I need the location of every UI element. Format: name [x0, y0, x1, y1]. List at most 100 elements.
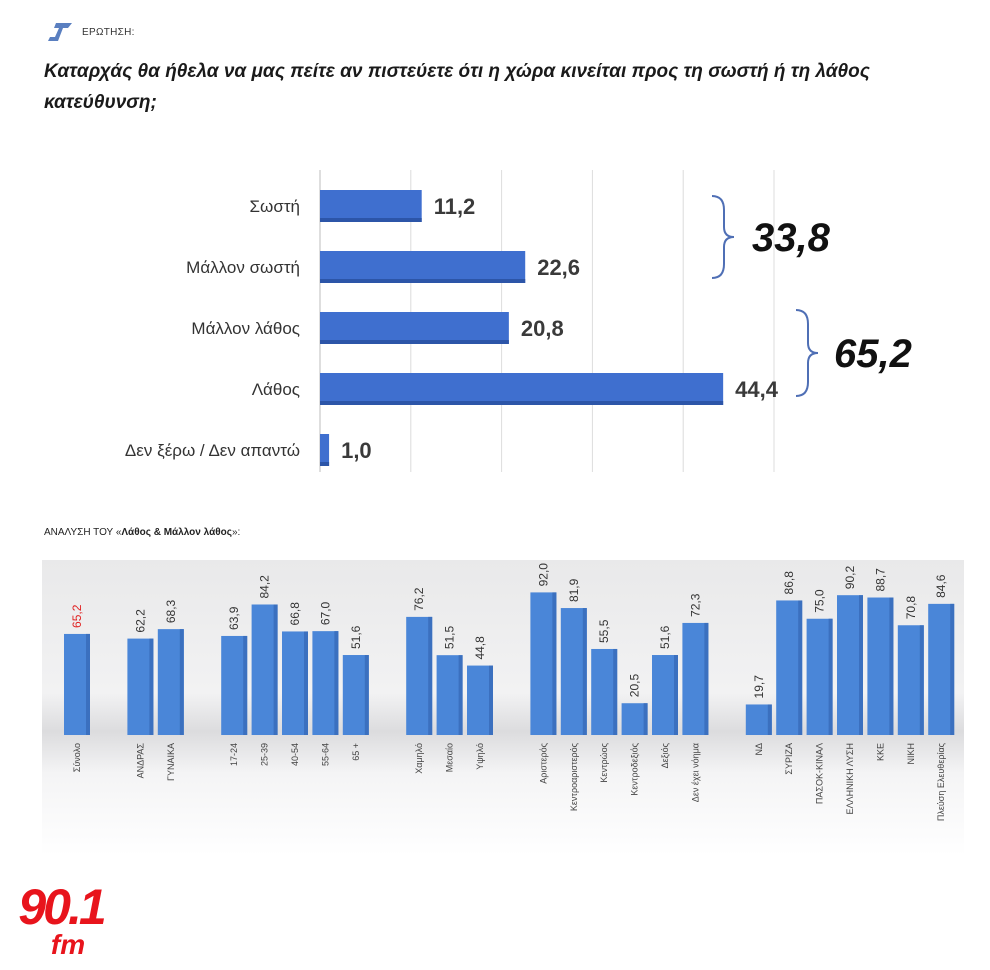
breakdown-bar-shade [86, 633, 90, 735]
breakdown-category-label: ΝΔ [754, 743, 764, 756]
bar [320, 251, 526, 283]
breakdown-bar [867, 597, 894, 735]
bar-shade [320, 279, 526, 283]
breakdown-category-label: 17-24 [229, 743, 239, 766]
breakdown-category-label: Αριστερός [538, 742, 548, 783]
breakdown-bar [64, 633, 90, 735]
breakdown-bar-shade [149, 638, 154, 735]
breakdown-value-label: 72,3 [688, 593, 702, 617]
bar [320, 312, 509, 344]
value-label: 11,2 [434, 194, 476, 219]
breakdown-category-label: Δεξιός [660, 742, 670, 768]
breakdown-bar [682, 622, 709, 735]
breakdown-value-label: 63,9 [227, 606, 241, 630]
breakdown-value-label: 67,0 [318, 601, 332, 625]
breakdown-bar-shade [643, 703, 648, 735]
breakdown-bar [776, 600, 803, 735]
breakdown-bar-shade [859, 595, 863, 735]
breakdown-bar-shade [889, 597, 894, 735]
category-label: Σωστή [250, 197, 300, 216]
bar-shade [320, 401, 724, 405]
breakdown-value-label: 76,2 [412, 587, 426, 611]
breakdown-bar [621, 703, 648, 735]
breakdown-label: ΑΝΑΛΥΣΗ ΤΟΥ «Λάθος & Μάλλον λάθος»: [44, 527, 241, 538]
breakdown-value-label: 65,2 [70, 604, 84, 628]
question-text: Καταρχάς θα ήθελα να μας πείτε αν πιστεύ… [44, 61, 870, 113]
breakdown-category-label: Κεντροδεξιός [630, 742, 640, 795]
value-label: 1,0 [341, 438, 372, 463]
breakdown-value-label: 81,9 [567, 578, 581, 602]
breakdown-category-label: Πλεύση Ελευθερίας [936, 742, 946, 821]
breakdown-bar [221, 635, 248, 735]
breakdown-bar [342, 655, 369, 735]
breakdown-bar-shade [179, 629, 184, 735]
breakdown-bar-shade [798, 600, 803, 735]
breakdown-value-label: 20,5 [628, 674, 642, 698]
total-label: 65,2 [834, 332, 912, 376]
breakdown-category-label: 65 + [351, 743, 361, 761]
breakdown-value-label: 66,8 [288, 602, 302, 626]
breakdown-value-label: 51,5 [443, 625, 457, 649]
breakdown-category-label: ΠΑΣΟΚ-ΚΙΝΑΛ [815, 743, 825, 804]
breakdown-category-label: ΕΛΛΗΝΙΚΗ ΛΥΣΗ [845, 743, 855, 814]
breakdown-category-label: ΝΙΚΗ [906, 743, 916, 765]
question-icon [48, 23, 72, 41]
breakdown-bar-shade [613, 648, 618, 735]
breakdown-value-label: 90,2 [843, 566, 857, 590]
breakdown-bar [312, 631, 339, 735]
breakdown-bar [467, 665, 493, 735]
breakdown-category-label: Χαμηλό [414, 743, 424, 774]
breakdown-bar-shade [950, 603, 955, 735]
breakdown-bar [282, 631, 308, 735]
breakdown-value-label: 92,0 [536, 563, 550, 587]
breakdown-bar-shade [704, 622, 709, 735]
breakdown-bar-shade [767, 704, 772, 735]
breakdown-category-label: Δεν έχει νόημα [690, 743, 700, 802]
breakdown-category-label: ΑΝΔΡΑΣ [135, 743, 145, 779]
bar-shade [320, 340, 509, 344]
brace [795, 309, 819, 397]
main-chart: Σωστή 11,2 Μάλλον σωστή 22,6 Μάλλον λάθος 20,… [125, 170, 912, 472]
breakdown-bar [928, 603, 955, 735]
breakdown-bar [652, 655, 678, 735]
category-label: Λάθος [252, 380, 300, 399]
breakdown-value-label: 86,8 [782, 571, 796, 595]
bar [320, 190, 422, 222]
breakdown-bar [530, 592, 557, 735]
breakdown-bar [436, 655, 463, 735]
breakdown-bar-shade [919, 625, 924, 735]
bar [320, 434, 330, 466]
breakdown-bar-shade [364, 655, 369, 735]
breakdown-bar [560, 608, 587, 735]
breakdown-value-label: 19,7 [752, 675, 766, 699]
bar-shade [320, 218, 422, 222]
breakdown-bar-shade [582, 608, 587, 735]
breakdown-bar-shade [273, 604, 278, 735]
breakdown-category-label: 25-39 [260, 743, 270, 766]
category-label: Δεν ξέρω / Δεν απαντώ [125, 441, 300, 460]
logo-suffix: fm [51, 929, 85, 960]
bar-shade [320, 462, 330, 466]
breakdown-category-label: 40-54 [290, 743, 300, 766]
value-label: 44,4 [735, 377, 779, 402]
breakdown-value-label: 75,0 [813, 589, 827, 613]
breakdown-chart: 65,2 Σύνολο 62,2 ΑΝΔΡΑΣ 68,3 ΓΥΝΑΙΚΑ 63,9 17-24… [64, 563, 955, 821]
breakdown-value-label: 51,6 [349, 625, 363, 649]
breakdown-value-label: 51,6 [658, 625, 672, 649]
breakdown-value-label: 44,8 [473, 636, 487, 660]
breakdown-bar [806, 618, 833, 735]
bar [320, 373, 724, 405]
breakdown-category-label: ΣΥΡΙΖΑ [784, 743, 794, 775]
breakdown-category-label: Μεσαίο [445, 743, 455, 772]
breakdown-bar-shade [552, 592, 557, 735]
breakdown-category-label: Κεντρώος [599, 742, 609, 782]
breakdown-value-label: 88,7 [873, 568, 887, 592]
breakdown-bar-shade [334, 631, 339, 735]
breakdown-value-label: 84,2 [258, 575, 272, 599]
breakdown-bar [157, 629, 184, 735]
breakdown-bar [837, 595, 863, 735]
breakdown-bar [745, 704, 772, 735]
breakdown-bar [406, 616, 433, 735]
breakdown-bar-shade [458, 655, 463, 735]
value-label: 22,6 [537, 255, 580, 280]
